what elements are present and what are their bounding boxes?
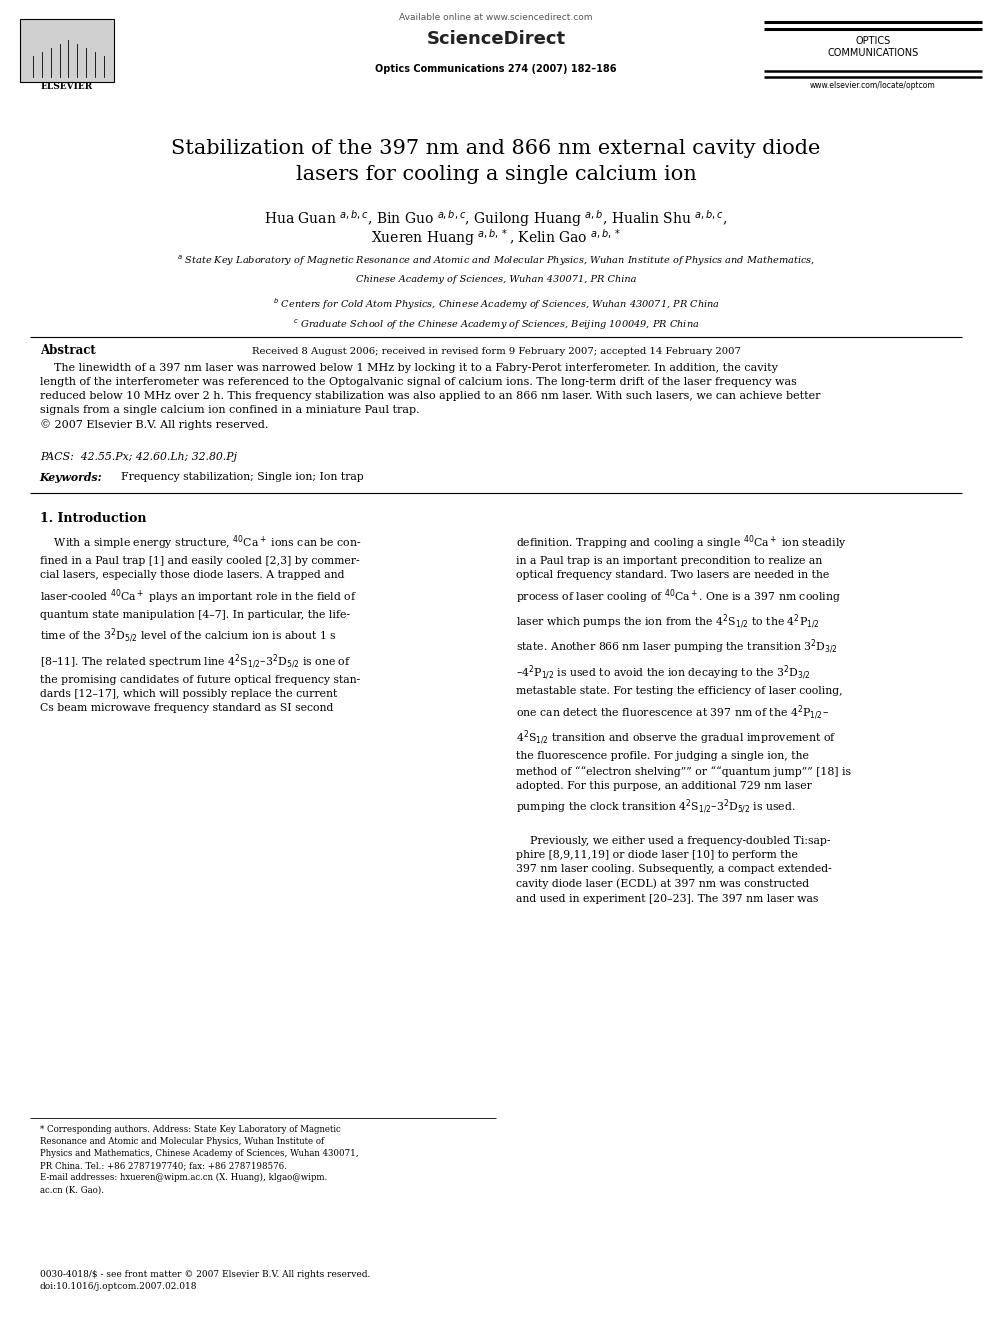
Text: Available online at www.sciencedirect.com: Available online at www.sciencedirect.co… (399, 13, 593, 22)
Text: definition. Trapping and cooling a single $^{40}$Ca$^+$ ion steadily
in a Paul t: definition. Trapping and cooling a singl… (516, 533, 851, 816)
Text: 0030-4018/$ - see front matter © 2007 Elsevier B.V. All rights reserved.
doi:10.: 0030-4018/$ - see front matter © 2007 El… (40, 1270, 370, 1291)
Text: Frequency stabilization; Single ion; Ion trap: Frequency stabilization; Single ion; Ion… (114, 472, 364, 483)
Text: $^b$ Centers for Cold Atom Physics, Chinese Academy of Sciences, Wuhan 430071, P: $^b$ Centers for Cold Atom Physics, Chin… (273, 296, 719, 312)
Text: ELSEVIER: ELSEVIER (41, 82, 92, 91)
Text: PACS:  42.55.Px; 42.60.Lh; 32.80.Pj: PACS: 42.55.Px; 42.60.Lh; 32.80.Pj (40, 452, 237, 463)
Text: Previously, we either used a frequency-doubled Ti:sap-
phire [8,9,11,19] or diod: Previously, we either used a frequency-d… (516, 836, 831, 904)
Text: $^c$ Graduate School of the Chinese Academy of Sciences, Beijing 100049, PR Chin: $^c$ Graduate School of the Chinese Acad… (293, 318, 699, 332)
Text: With a simple energy structure, $^{40}$Ca$^+$ ions can be con-
fined in a Paul t: With a simple energy structure, $^{40}$C… (40, 533, 361, 713)
Text: www.elsevier.com/locate/optcom: www.elsevier.com/locate/optcom (810, 81, 935, 90)
Text: Xueren Huang $^{a,b,*}$, Kelin Gao $^{a,b,*}$: Xueren Huang $^{a,b,*}$, Kelin Gao $^{a,… (371, 228, 621, 249)
Text: OPTICS
COMMUNICATIONS: OPTICS COMMUNICATIONS (827, 36, 919, 58)
Text: Stabilization of the 397 nm and 866 nm external cavity diode
lasers for cooling : Stabilization of the 397 nm and 866 nm e… (172, 139, 820, 184)
Text: ScienceDirect: ScienceDirect (427, 30, 565, 49)
Text: Optics Communications 274 (2007) 182–186: Optics Communications 274 (2007) 182–186 (375, 64, 617, 74)
Text: The linewidth of a 397 nm laser was narrowed below 1 MHz by locking it to a Fabr: The linewidth of a 397 nm laser was narr… (40, 363, 820, 430)
Text: Hua Guan $^{a,b,c}$, Bin Guo $^{a,b,c}$, Guilong Huang $^{a,b}$, Hualin Shu $^{a: Hua Guan $^{a,b,c}$, Bin Guo $^{a,b,c}$,… (264, 208, 728, 229)
Text: Abstract: Abstract (40, 344, 95, 357)
FancyBboxPatch shape (20, 19, 114, 82)
Text: 1. Introduction: 1. Introduction (40, 512, 146, 525)
Text: $^a$ State Key Laboratory of Magnetic Resonance and Atomic and Molecular Physics: $^a$ State Key Laboratory of Magnetic Re… (177, 254, 815, 269)
Text: Keywords:: Keywords: (40, 472, 102, 483)
Text: Chinese Academy of Sciences, Wuhan 430071, PR China: Chinese Academy of Sciences, Wuhan 43007… (356, 275, 636, 284)
Text: * Corresponding authors. Address: State Key Laboratory of Magnetic
Resonance and: * Corresponding authors. Address: State … (40, 1125, 358, 1195)
Text: Received 8 August 2006; received in revised form 9 February 2007; accepted 14 Fe: Received 8 August 2006; received in revi… (252, 347, 740, 356)
